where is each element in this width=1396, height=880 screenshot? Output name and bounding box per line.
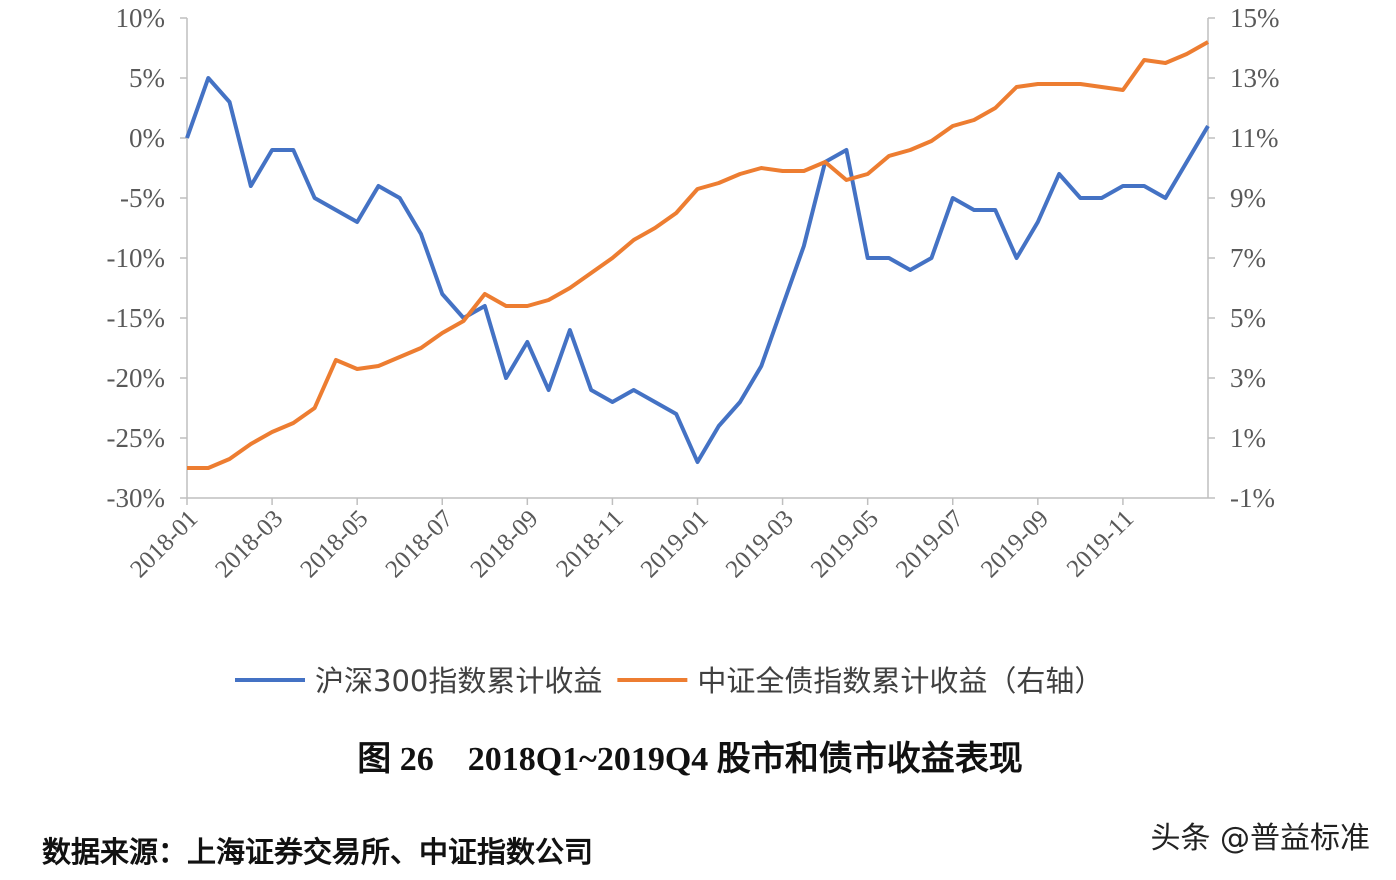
y2-tick-label: 9% bbox=[1230, 183, 1266, 213]
x-tick-label: 2018-11 bbox=[551, 505, 628, 582]
source: 数据来源：上海证券交易所、中证指数公司 bbox=[42, 835, 593, 869]
y-tick-label: 5% bbox=[129, 63, 165, 93]
x-tick-label: 2019-05 bbox=[806, 505, 884, 583]
x-tick-label: 2018-01 bbox=[125, 505, 203, 583]
legend-label: 沪深300指数累计收益 bbox=[315, 664, 602, 698]
x-tick-label: 2019-07 bbox=[891, 505, 969, 583]
y-tick-label: -30% bbox=[107, 483, 165, 513]
caption: 图 26 2018Q1~2019Q4 股市和债市收益表现 bbox=[357, 739, 1023, 778]
x-tick-label: 2018-05 bbox=[295, 505, 373, 583]
legend-label: 中证全债指数累计收益（右轴） bbox=[697, 664, 1103, 698]
x-tick-label: 2018-03 bbox=[210, 505, 288, 583]
x-tick-label: 2019-03 bbox=[721, 505, 799, 583]
y2-tick-label: 15% bbox=[1230, 3, 1280, 33]
y-tick-label: -5% bbox=[120, 183, 165, 213]
x-tick-label: 2019-11 bbox=[1062, 505, 1139, 582]
y2-tick-label: 13% bbox=[1230, 63, 1280, 93]
y-tick-label: 10% bbox=[116, 3, 166, 33]
x-tick-label: 2018-07 bbox=[380, 505, 458, 583]
y-tick-label: -25% bbox=[107, 423, 165, 453]
x-tick-label: 2019-09 bbox=[976, 505, 1054, 583]
y2-tick-label: 7% bbox=[1230, 243, 1266, 273]
y2-tick-label: 5% bbox=[1230, 303, 1266, 333]
y2-tick-label: -1% bbox=[1230, 483, 1275, 513]
y2-tick-label: 1% bbox=[1230, 423, 1266, 453]
y-tick-label: -10% bbox=[107, 243, 165, 273]
y2-tick-label: 11% bbox=[1230, 123, 1279, 153]
y-tick-label: 0% bbox=[129, 123, 165, 153]
y2-tick-label: 3% bbox=[1230, 363, 1266, 393]
y-tick-label: -20% bbox=[107, 363, 165, 393]
x-tick-label: 2019-01 bbox=[636, 505, 714, 583]
line-series bbox=[187, 40, 1209, 470]
watermark: 头条 @普益标准 bbox=[1150, 821, 1370, 856]
x-tick-label: 2018-09 bbox=[466, 505, 544, 583]
y-tick-label: -15% bbox=[107, 303, 165, 333]
line-series bbox=[185, 76, 1210, 464]
